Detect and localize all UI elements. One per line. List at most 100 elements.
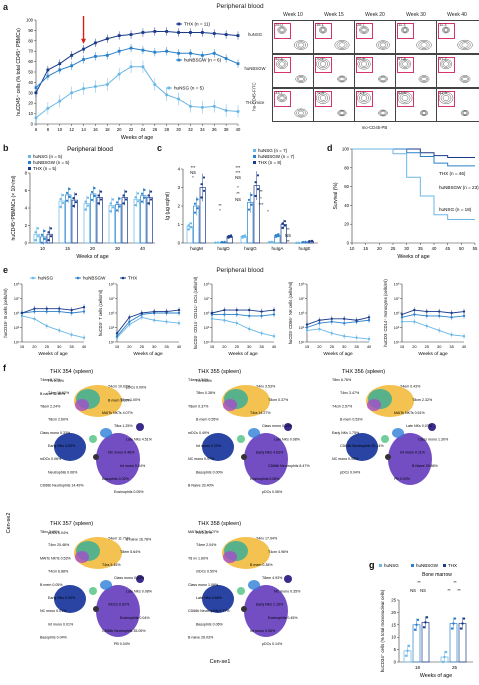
e-point [305,323,309,326]
a-xtick-label: 20 [117,127,122,132]
d-ytick-label: 0 [347,241,350,246]
a-series-line [35,47,239,88]
flow-contour [421,76,427,82]
c-dot [250,193,253,197]
c-dot [277,234,280,238]
a-xtick-label: 38 [224,127,229,132]
c-sig-label: NS [235,197,241,202]
tsne-cluster-label: MAITs NKTs 0.07% [188,530,220,534]
flow-value: 33.7 [275,90,283,95]
flow-contour [361,61,367,67]
a-legend-label: huNSG (n = 5) [174,86,204,91]
tsne-cluster-label: CD66b Neutrophils 5.77% [188,609,230,613]
b-dot [36,227,40,230]
b-dot [47,239,50,242]
tsne-cluster-label: B naive 26.03% [188,636,214,640]
e-point [45,310,48,313]
b-dot [61,193,65,197]
b-xtick-label: 10 [40,246,46,251]
c-dot [200,183,203,186]
b-xtick-label: 40 [140,246,146,251]
a-point [200,105,204,109]
flow-contour [420,42,428,48]
a-xtick-label: 26 [152,127,157,132]
tsne-cluster-label: Class mono 1.08% [188,583,219,587]
flow-contour [359,26,369,34]
tsne-cluster-label: Late NKs 0.66% [196,596,223,600]
tsne-cluster-label: B mem 3.30% [108,399,131,403]
a-point [117,49,121,53]
panel-d-letter: d [327,143,333,153]
b-dot [109,202,112,205]
c-dot [189,226,193,229]
b-dot [140,192,144,195]
c-legend-swatch [253,155,256,158]
e-ytick-label: 10⁶ [299,312,305,316]
e-point [70,333,73,336]
b-dot [86,196,90,199]
panel-c-letter: c [157,143,163,153]
a-point [105,53,109,57]
e-xtick-label: 25 [425,344,429,349]
a-xlabel: Weeks of age [121,135,153,141]
a-point [177,97,181,101]
e-point [235,321,238,325]
cluster-basophils [93,454,99,460]
flow-contour [402,28,408,32]
a-point [105,82,109,86]
g-title: Bone marrow [422,572,452,578]
e-ylabel: huCD3⁺ T cells (cells/ml) [98,289,103,336]
cluster-mono [248,580,260,590]
d-xtick-label: 35 [418,246,423,251]
e-xlabel: Weeks of age [323,351,353,357]
tsne-cluster-label: Early NKs 1.75% [332,431,360,435]
c-dot [283,224,287,227]
g-dot [406,649,409,653]
tsne-cluster-label: PB 0.07% [196,531,213,535]
e-point [462,335,466,338]
d-xtick-label: 50 [459,246,464,251]
e-point [128,316,131,319]
flow-contour [441,60,451,68]
flow-contours [276,59,307,83]
tsne-cluster-label: NC mono 0.05% [332,457,359,461]
g-dot [422,626,426,629]
flow-plot: 70.1 [313,54,357,88]
flow-contour [379,42,387,48]
tsne-cluster-label: Basophils 0.06% [196,622,224,626]
e-point [177,308,181,312]
d-survival-step [352,148,475,220]
flow-plot: 81.3 [436,88,479,122]
e-point [128,320,131,323]
flow-value: 81.3 [439,90,447,95]
c-dot [229,235,233,239]
e-point [462,310,466,313]
a-point [153,30,157,33]
d-xtick-label: 15 [363,246,368,251]
e-series-line [306,316,370,326]
c-sig-label: ** [218,203,222,208]
a-point [34,116,38,120]
c-dot [301,240,305,244]
a-point [212,32,216,35]
flow-contour [319,95,327,101]
a-ytick-label: 40 [28,80,33,85]
d-xtick-label: 40 [432,246,437,251]
g-dot [441,660,445,664]
flow-contour [296,109,306,117]
cluster-basophils [241,454,247,460]
e-series-line [306,328,370,340]
a-xtick-label: 12 [69,127,74,132]
c-sig-label: * [267,209,269,214]
a-point [177,51,180,55]
e-point [425,314,428,318]
c-dot [283,220,287,223]
e-point [82,310,86,313]
e-point [413,313,416,316]
e-ytick-label: 10⁵ [204,326,210,330]
g-dot [407,644,411,648]
flow-contours [397,91,429,116]
c-sig-label: *** [236,165,241,170]
flow-contour [357,92,371,104]
c-dot [193,211,197,214]
